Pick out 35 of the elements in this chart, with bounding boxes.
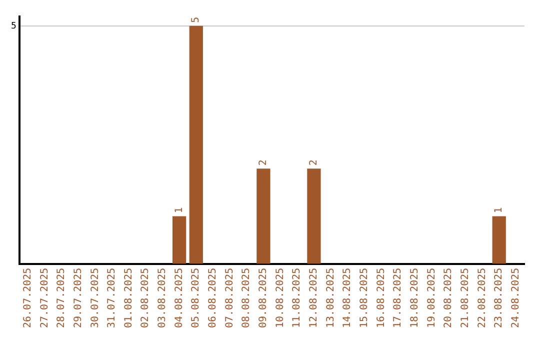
x-tick-label: 28.07.2025 xyxy=(56,268,68,328)
x-tick-label: 02.08.2025 xyxy=(140,268,152,328)
x-tick-label: 06.08.2025 xyxy=(208,268,219,328)
data-label: 2 xyxy=(258,160,270,166)
x-tick-label: 04.08.2025 xyxy=(174,268,185,328)
x-tick-label: 07.08.2025 xyxy=(224,268,236,328)
x-tick-label: 22.08.2025 xyxy=(476,268,488,328)
x-tick-label: 08.08.2025 xyxy=(241,268,252,328)
x-tick-label: 21.08.2025 xyxy=(460,268,472,328)
data-label: 1 xyxy=(494,207,505,214)
x-tick-label: 16.08.2025 xyxy=(376,268,387,328)
x-tick-label: 14.08.2025 xyxy=(342,268,354,328)
x-tick-label: 29.07.2025 xyxy=(72,268,84,328)
x-tick-label: 18.08.2025 xyxy=(410,268,421,328)
x-tick-label: 03.08.2025 xyxy=(157,268,168,328)
x-tick-label: 20.08.2025 xyxy=(443,268,454,328)
data-label: 1 xyxy=(174,207,185,214)
x-tick-label: 17.08.2025 xyxy=(392,268,404,328)
x-tick-label: 13.08.2025 xyxy=(325,268,336,328)
x-tick-label: 19.08.2025 xyxy=(426,268,438,328)
x-tick-label: 26.07.2025 xyxy=(22,268,34,328)
x-tick-label: 11.08.2025 xyxy=(292,268,303,328)
x-tick-label: 31.07.2025 xyxy=(106,268,118,328)
data-label: 2 xyxy=(308,160,320,166)
x-tick-label: 01.08.2025 xyxy=(123,268,134,328)
x-tick-label: 15.08.2025 xyxy=(359,268,370,328)
x-tick-label: 12.08.2025 xyxy=(308,268,320,328)
data-label: 5 xyxy=(190,16,202,23)
x-tick-label: 23.08.2025 xyxy=(494,268,505,328)
x-tick-label: 05.08.2025 xyxy=(190,268,202,328)
x-tick-label: 30.07.2025 xyxy=(90,268,101,328)
x-tick-label: 09.08.2025 xyxy=(258,268,270,328)
x-tick-label: 27.07.2025 xyxy=(39,268,50,328)
x-tick-label: 24.08.2025 xyxy=(510,268,522,328)
x-tick-label: 10.08.2025 xyxy=(274,268,286,328)
